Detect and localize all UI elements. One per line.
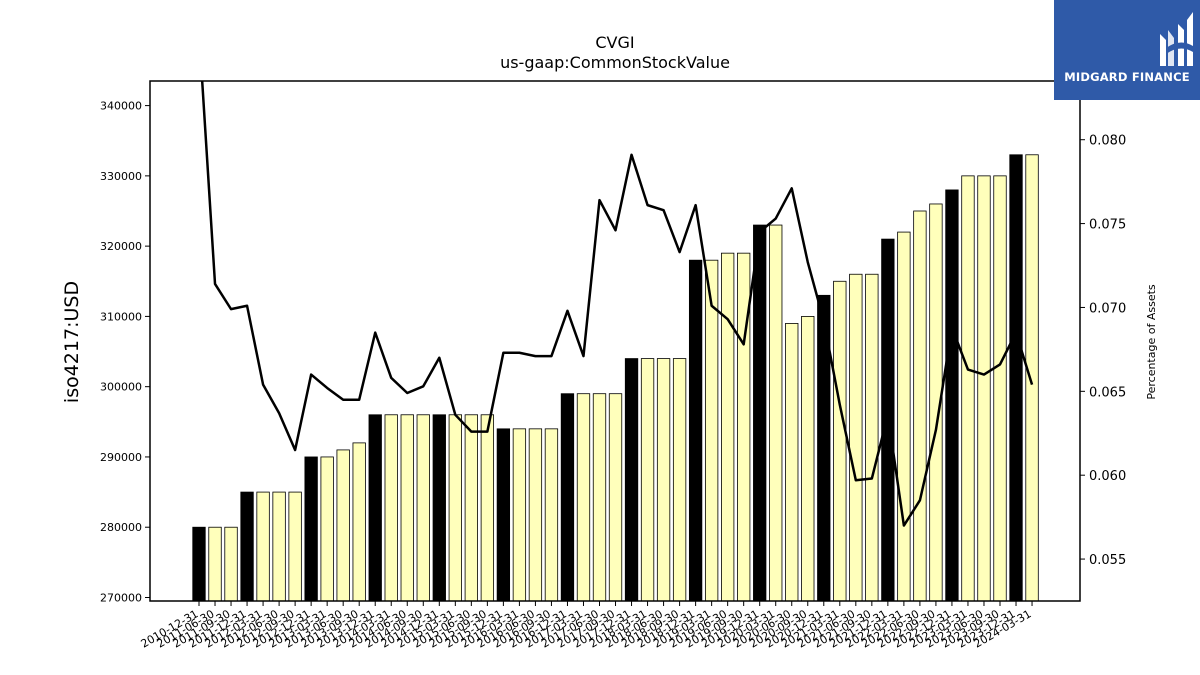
y-tick-label: 270000	[100, 591, 142, 604]
brand-logo: MIDGARD FINANCE	[1054, 0, 1200, 100]
bar	[192, 526, 206, 602]
y-tick-label: 300000	[100, 381, 142, 394]
plot-frame	[149, 80, 1081, 602]
bar	[352, 442, 366, 602]
y-tick-label: 330000	[100, 170, 142, 183]
bar	[849, 273, 863, 602]
brand-name: MIDGARD FINANCE	[1064, 70, 1190, 84]
bar	[496, 428, 511, 602]
bar	[608, 393, 623, 602]
chart-subtitle: us-gaap:CommonStockValue	[500, 53, 730, 72]
bar	[336, 449, 350, 602]
axes: 270000 280000 290000 300000 310000 320000 3300…	[100, 80, 1126, 651]
y-tick-label: 280000	[100, 521, 142, 534]
bar	[224, 526, 238, 602]
y2-tick-label: 0.080	[1089, 134, 1126, 149]
y-tick-label: 310000	[100, 310, 142, 323]
line-series	[200, 81, 1034, 527]
bar	[769, 224, 783, 602]
bar	[528, 428, 543, 602]
bar	[672, 358, 687, 602]
bar	[897, 231, 911, 602]
bar	[785, 323, 799, 602]
bar	[368, 414, 382, 602]
y-tick-label: 320000	[100, 240, 142, 253]
bar	[913, 210, 927, 602]
bar	[240, 491, 254, 602]
bar	[592, 393, 607, 602]
bar	[288, 491, 302, 602]
bar	[721, 252, 735, 602]
bar	[400, 414, 414, 602]
bar	[448, 414, 462, 602]
bar	[977, 175, 991, 602]
y2-tick-label: 0.060	[1089, 469, 1126, 484]
bar	[480, 414, 495, 602]
bar	[1025, 154, 1039, 602]
bar	[1009, 154, 1023, 602]
bar	[304, 456, 318, 602]
y-axis-label: iso4217:USD	[61, 281, 83, 403]
bar	[945, 189, 959, 602]
y2-tick-label: 0.055	[1089, 553, 1126, 568]
y-tick-label: 290000	[100, 451, 142, 464]
bar-group	[192, 154, 1039, 602]
chart-title: CVGI	[595, 33, 634, 52]
bar	[961, 175, 975, 602]
y2-axis-label: Percentage of Assets	[1145, 284, 1158, 400]
bar	[272, 491, 286, 602]
midgard-logo-icon	[1160, 12, 1193, 66]
bar	[560, 393, 575, 602]
bar	[432, 414, 446, 602]
bar	[416, 414, 430, 602]
bar	[656, 358, 671, 602]
bar	[801, 316, 815, 602]
y2-tick-label: 0.065	[1089, 385, 1126, 400]
bar	[256, 491, 270, 602]
bar	[544, 428, 559, 602]
bar	[753, 224, 767, 602]
bar	[833, 280, 847, 602]
bar	[624, 358, 639, 602]
y-tick-label: 340000	[100, 100, 142, 113]
bar	[208, 526, 222, 602]
bar	[704, 259, 719, 602]
bar	[320, 456, 334, 602]
bar	[640, 358, 655, 602]
bar	[865, 273, 879, 602]
bar	[384, 414, 398, 602]
bar	[576, 393, 591, 602]
bar	[512, 428, 527, 602]
line-group	[200, 81, 1034, 527]
y2-tick-label: 0.070	[1089, 301, 1126, 316]
bar	[464, 414, 478, 602]
bar	[993, 175, 1007, 602]
y2-tick-label: 0.075	[1089, 218, 1126, 233]
bar	[688, 259, 703, 602]
